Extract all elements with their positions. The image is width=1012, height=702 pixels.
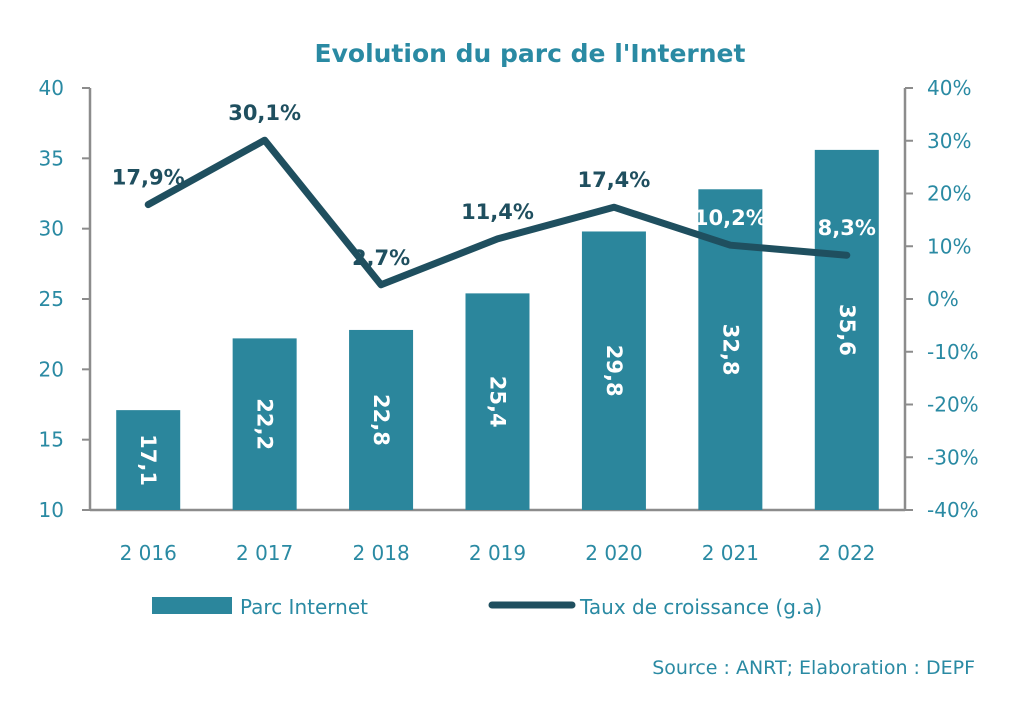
growth-line-path <box>144 136 851 289</box>
bar <box>349 329 414 510</box>
right-tick-label: -20% <box>927 393 979 417</box>
left-tick-label: 30 <box>39 217 64 241</box>
bar-value-label: 22,8 <box>369 394 393 446</box>
bar-value-label: 25,4 <box>486 376 510 428</box>
legend-label-line: Taux de croissance (g.a) <box>579 595 822 619</box>
line-value-label: 2,7% <box>352 246 410 270</box>
right-tick-label: 20% <box>927 182 971 206</box>
x-tick-label: 2 018 <box>352 541 409 565</box>
bar <box>581 231 646 511</box>
left-tick-label: 20 <box>39 357 64 381</box>
bar <box>116 410 181 510</box>
bar-value-label: 22,2 <box>253 398 277 450</box>
right-tick-label: 40% <box>927 76 971 100</box>
line-value-label: 17,9% <box>112 166 185 190</box>
line-value-label: 11,4% <box>461 200 534 224</box>
right-tick-label: -30% <box>927 445 979 469</box>
left-tick-label: 15 <box>39 428 64 452</box>
x-tick-label: 2 021 <box>702 541 759 565</box>
growth-line: 17,9% 30,1% 2,7% 11,4% 17,4% 10,2% 8,3% <box>112 101 876 289</box>
bar-value-label: 29,8 <box>602 345 626 397</box>
legend-swatch-bar <box>152 597 232 614</box>
right-tick-label: 0% <box>927 287 959 311</box>
right-tick-label: -40% <box>927 498 979 522</box>
left-tick-label: 25 <box>39 287 64 311</box>
line-value-label: 30,1% <box>228 101 301 125</box>
right-tick-label: 30% <box>927 129 971 153</box>
bar <box>232 338 297 510</box>
chart-title: Evolution du parc de l'Internet <box>315 39 746 68</box>
x-tick-label: 2 016 <box>120 541 177 565</box>
legend-label-bar: Parc Internet <box>240 595 368 619</box>
source-note: Source : ANRT; Elaboration : DEPF <box>652 657 975 679</box>
bar-value-label: 35,6 <box>835 304 859 356</box>
left-tick-label: 35 <box>39 146 64 170</box>
x-tick-label: 2 017 <box>236 541 293 565</box>
right-tick-label: 10% <box>927 234 971 258</box>
line-value-label: 10,2% <box>694 206 767 230</box>
bar-value-label: 17,1 <box>136 434 160 486</box>
bar-value-label: 32,8 <box>718 324 742 376</box>
x-tick-label: 2 019 <box>469 541 526 565</box>
line-value-label: 8,3% <box>818 216 876 240</box>
bar <box>465 293 530 510</box>
bar <box>814 149 879 511</box>
x-tick-label: 2 020 <box>585 541 642 565</box>
right-tick-label: -10% <box>927 340 979 364</box>
legend: Parc Internet Taux de croissance (g.a) <box>152 595 822 619</box>
left-tick-label: 40 <box>39 76 64 100</box>
left-tick-label: 10 <box>39 498 64 522</box>
x-tick-label: 2 022 <box>818 541 875 565</box>
line-value-label: 17,4% <box>577 168 650 192</box>
axes: 10 15 20 25 30 35 40 -40% -30% -20% -10% 0% 10% 20% 30… <box>39 76 979 565</box>
